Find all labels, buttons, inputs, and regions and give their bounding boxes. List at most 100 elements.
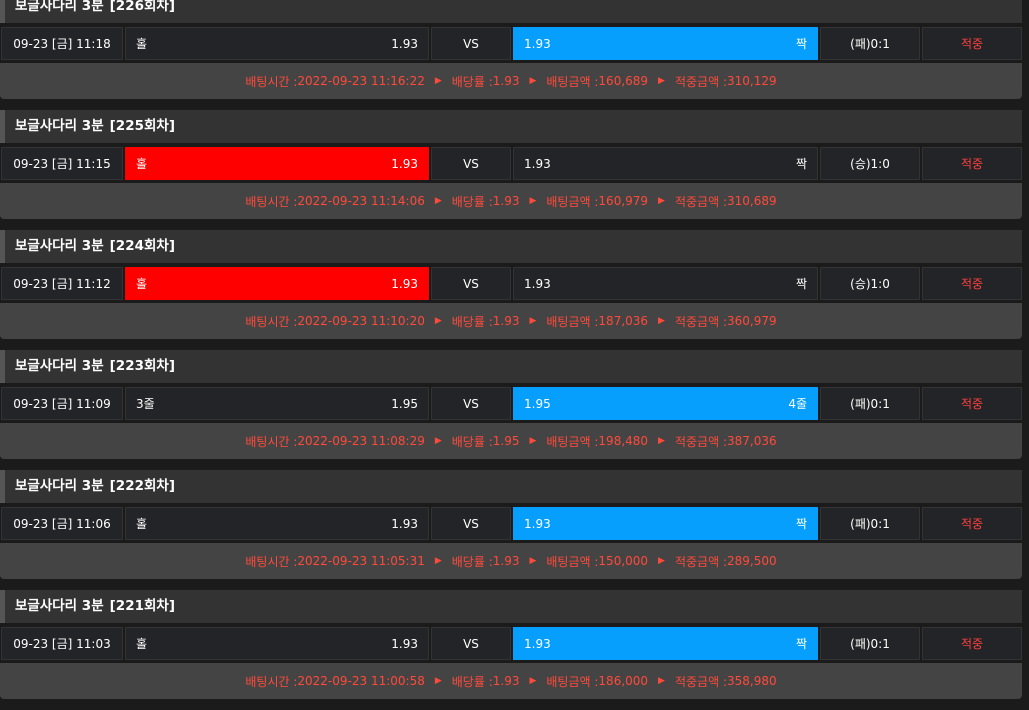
round-header: 보글사다리 3분 [225회차] bbox=[0, 110, 1022, 143]
win-amount: 360,979 bbox=[727, 314, 777, 328]
home-odds: 1.93 bbox=[391, 276, 418, 291]
home-option[interactable]: 홀 1.93 bbox=[125, 27, 429, 60]
game-name: 보글사다리 3분 bbox=[15, 358, 104, 374]
scrollbar[interactable] bbox=[1022, 0, 1029, 699]
game-result: (패)0:1 bbox=[820, 507, 920, 540]
away-option[interactable]: 1.95 4줄 bbox=[513, 387, 818, 420]
game-date: 09-23 [금] 11:12 bbox=[1, 267, 123, 300]
bet-round: 보글사다리 3분 [221회차] 09-23 [금] 11:03 홀 1.93 VS… bbox=[0, 590, 1022, 710]
home-label: 홀 bbox=[136, 277, 148, 291]
odds-label: 배당률 : bbox=[451, 554, 493, 569]
away-label: 짝 bbox=[795, 157, 807, 171]
vs-label: VS bbox=[431, 267, 511, 300]
win-amount: 310,129 bbox=[727, 74, 777, 88]
win-amount: 387,036 bbox=[727, 434, 777, 448]
win-amount-label: 적중금액 : bbox=[674, 314, 727, 329]
arrow-right-icon: ▶ bbox=[434, 316, 442, 326]
vs-label: VS bbox=[431, 147, 511, 180]
home-odds: 1.93 bbox=[391, 516, 418, 531]
bet-time: 2022-09-23 11:14:06 bbox=[297, 194, 425, 208]
game-name: 보글사다리 3분 bbox=[15, 0, 104, 14]
bet-amount: 150,000 bbox=[598, 554, 649, 568]
home-option[interactable]: 홀 1.93 bbox=[125, 147, 429, 180]
arrow-right-icon: ▶ bbox=[529, 316, 537, 326]
bet-time: 2022-09-23 11:05:31 bbox=[297, 554, 425, 568]
odds-label: 배당률 : bbox=[451, 74, 493, 89]
arrow-right-icon: ▶ bbox=[434, 556, 442, 566]
bet-info: 배팅시간 : 2022-09-23 11:08:29 ▶ 배당률 : 1.95 … bbox=[0, 423, 1022, 459]
home-odds: 1.95 bbox=[391, 396, 418, 411]
vs-label: VS bbox=[431, 507, 511, 540]
round-number: [222회차] bbox=[109, 478, 175, 494]
home-option[interactable]: 홀 1.93 bbox=[125, 507, 429, 540]
odds-label: 배당률 : bbox=[451, 314, 493, 329]
arrow-right-icon: ▶ bbox=[658, 676, 665, 686]
vs-label: VS bbox=[431, 27, 511, 60]
arrow-right-icon: ▶ bbox=[658, 76, 665, 86]
status-badge: 적중 bbox=[922, 507, 1022, 540]
round-header: 보글사다리 3분 [222회차] bbox=[0, 470, 1022, 503]
bet-row: 09-23 [금] 11:12 홀 1.93 VS 1.93 짝 (승)1:0 적중 bbox=[0, 267, 1022, 300]
away-odds: 1.93 bbox=[524, 156, 551, 171]
game-name: 보글사다리 3분 bbox=[15, 118, 104, 134]
game-date: 09-23 [금] 11:03 bbox=[1, 627, 123, 660]
bet-row: 09-23 [금] 11:09 3줄 1.95 VS 1.95 4줄 (패)0:1 … bbox=[0, 387, 1022, 420]
game-date: 09-23 [금] 11:06 bbox=[1, 507, 123, 540]
odds-value: 1.93 bbox=[492, 74, 520, 88]
round-number: [221회차] bbox=[109, 598, 175, 614]
round-number: [226회차] bbox=[109, 0, 175, 14]
bet-round: 보글사다리 3분 [223회차] 09-23 [금] 11:09 3줄 1.95 V… bbox=[0, 350, 1022, 470]
home-option[interactable]: 홀 1.93 bbox=[125, 267, 429, 300]
bet-time-label: 배팅시간 : bbox=[245, 74, 298, 89]
arrow-right-icon: ▶ bbox=[658, 196, 665, 206]
odds-value: 1.93 bbox=[492, 554, 520, 568]
home-option[interactable]: 홀 1.93 bbox=[125, 627, 429, 660]
game-result: (패)0:1 bbox=[820, 627, 920, 660]
status-badge: 적중 bbox=[922, 267, 1022, 300]
away-option[interactable]: 1.93 짝 bbox=[513, 507, 818, 540]
bet-time-label: 배팅시간 : bbox=[245, 194, 298, 209]
away-label: 짝 bbox=[795, 277, 807, 291]
bet-time: 2022-09-23 11:16:22 bbox=[297, 74, 425, 88]
away-option[interactable]: 1.93 짝 bbox=[513, 27, 818, 60]
away-odds: 1.93 bbox=[524, 516, 551, 531]
away-option[interactable]: 1.93 짝 bbox=[513, 627, 818, 660]
arrow-right-icon: ▶ bbox=[529, 556, 537, 566]
away-odds: 1.93 bbox=[524, 276, 551, 291]
arrow-right-icon: ▶ bbox=[658, 316, 665, 326]
away-odds: 1.93 bbox=[524, 36, 551, 51]
arrow-right-icon: ▶ bbox=[658, 436, 665, 446]
odds-label: 배당률 : bbox=[451, 434, 493, 449]
round-header: 보글사다리 3분 [221회차] bbox=[0, 590, 1022, 623]
away-option[interactable]: 1.93 짝 bbox=[513, 147, 818, 180]
vs-label: VS bbox=[431, 627, 511, 660]
game-date: 09-23 [금] 11:18 bbox=[1, 27, 123, 60]
bet-time-label: 배팅시간 : bbox=[245, 314, 298, 329]
round-number: [224회차] bbox=[109, 238, 175, 254]
odds-value: 1.93 bbox=[492, 194, 520, 208]
away-option[interactable]: 1.93 짝 bbox=[513, 267, 818, 300]
odds-value: 1.95 bbox=[492, 434, 520, 448]
bet-row: 09-23 [금] 11:15 홀 1.93 VS 1.93 짝 (승)1:0 적중 bbox=[0, 147, 1022, 180]
bet-amount: 160,689 bbox=[598, 74, 649, 88]
win-amount: 358,980 bbox=[727, 674, 777, 688]
win-amount: 310,689 bbox=[727, 194, 777, 208]
win-amount-label: 적중금액 : bbox=[674, 434, 727, 449]
round-header: 보글사다리 3분 [226회차] bbox=[0, 0, 1022, 23]
bet-row: 09-23 [금] 11:03 홀 1.93 VS 1.93 짝 (패)0:1 적중 bbox=[0, 627, 1022, 660]
home-option[interactable]: 3줄 1.95 bbox=[125, 387, 429, 420]
bet-info: 배팅시간 : 2022-09-23 11:16:22 ▶ 배당률 : 1.93 … bbox=[0, 63, 1022, 99]
bet-amount: 186,000 bbox=[598, 674, 649, 688]
game-result: (승)1:0 bbox=[820, 267, 920, 300]
away-label: 짝 bbox=[795, 637, 807, 651]
bet-row: 09-23 [금] 11:06 홀 1.93 VS 1.93 짝 (패)0:1 적중 bbox=[0, 507, 1022, 540]
game-date: 09-23 [금] 11:15 bbox=[1, 147, 123, 180]
home-odds: 1.93 bbox=[391, 636, 418, 651]
status-badge: 적중 bbox=[922, 27, 1022, 60]
home-label: 홀 bbox=[136, 637, 148, 651]
bet-amount-label: 배팅금액 : bbox=[546, 674, 599, 689]
bet-amount: 187,036 bbox=[598, 314, 649, 328]
arrow-right-icon: ▶ bbox=[434, 676, 442, 686]
bet-info: 배팅시간 : 2022-09-23 11:00:58 ▶ 배당률 : 1.93 … bbox=[0, 663, 1022, 699]
